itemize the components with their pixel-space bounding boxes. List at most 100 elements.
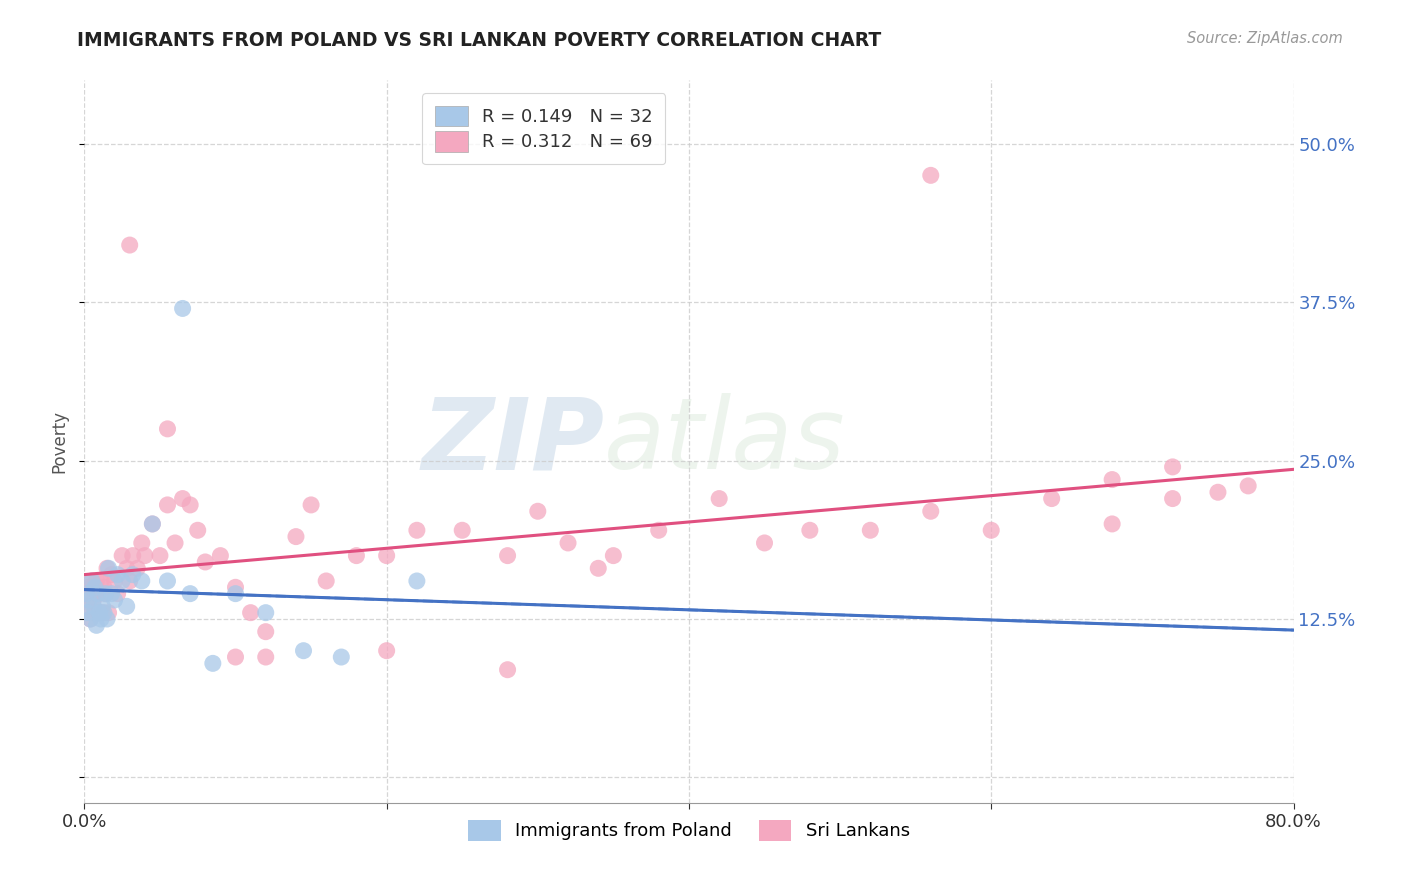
Point bbox=[187, 523, 209, 537]
Point bbox=[79, 612, 101, 626]
Point bbox=[527, 504, 550, 518]
Point bbox=[859, 523, 882, 537]
Point bbox=[91, 599, 114, 614]
Point bbox=[93, 606, 115, 620]
Point bbox=[104, 574, 127, 588]
Point bbox=[90, 574, 112, 588]
Point bbox=[97, 561, 120, 575]
Point bbox=[299, 498, 322, 512]
Point bbox=[179, 587, 201, 601]
Point bbox=[496, 663, 519, 677]
Legend: Immigrants from Poland, Sri Lankans: Immigrants from Poland, Sri Lankans bbox=[461, 813, 917, 848]
Point bbox=[254, 624, 277, 639]
Text: IMMIGRANTS FROM POLAND VS SRI LANKAN POVERTY CORRELATION CHART: IMMIGRANTS FROM POLAND VS SRI LANKAN POV… bbox=[77, 31, 882, 50]
Point bbox=[131, 574, 153, 588]
Point bbox=[94, 587, 117, 601]
Point bbox=[77, 593, 100, 607]
Point bbox=[118, 574, 141, 588]
Point bbox=[80, 574, 103, 588]
Point bbox=[1040, 491, 1063, 506]
Point bbox=[91, 606, 114, 620]
Point bbox=[1101, 516, 1123, 531]
Point bbox=[75, 587, 97, 601]
Point bbox=[406, 523, 429, 537]
Point bbox=[239, 606, 262, 620]
Point bbox=[375, 549, 398, 563]
Point bbox=[648, 523, 671, 537]
Point bbox=[107, 567, 129, 582]
Point bbox=[141, 516, 163, 531]
Point bbox=[82, 593, 104, 607]
Point bbox=[602, 549, 624, 563]
Point bbox=[980, 523, 1002, 537]
Point bbox=[89, 606, 111, 620]
Point bbox=[588, 561, 610, 575]
Point bbox=[1237, 479, 1260, 493]
Point bbox=[118, 238, 141, 252]
Point bbox=[156, 574, 179, 588]
Point bbox=[254, 606, 277, 620]
Point bbox=[149, 549, 172, 563]
Point bbox=[165, 536, 187, 550]
Point bbox=[84, 580, 107, 594]
Point bbox=[111, 549, 134, 563]
Point bbox=[100, 567, 122, 582]
Point bbox=[86, 618, 108, 632]
Point bbox=[82, 599, 104, 614]
Point bbox=[86, 574, 108, 588]
Point bbox=[156, 422, 179, 436]
Point bbox=[96, 561, 118, 575]
Point bbox=[79, 612, 101, 626]
Point bbox=[76, 606, 98, 620]
Point bbox=[315, 574, 337, 588]
Point bbox=[77, 580, 100, 594]
Point bbox=[172, 491, 194, 506]
Point bbox=[557, 536, 579, 550]
Point bbox=[87, 587, 110, 601]
Point bbox=[97, 606, 120, 620]
Point bbox=[209, 549, 232, 563]
Text: ZIP: ZIP bbox=[422, 393, 605, 490]
Point bbox=[225, 587, 247, 601]
Point bbox=[1161, 491, 1184, 506]
Point bbox=[115, 561, 138, 575]
Point bbox=[1101, 473, 1123, 487]
Point bbox=[709, 491, 731, 506]
Point bbox=[107, 587, 129, 601]
Point bbox=[93, 580, 115, 594]
Point bbox=[100, 587, 122, 601]
Point bbox=[131, 536, 153, 550]
Point bbox=[346, 549, 368, 563]
Point bbox=[89, 606, 111, 620]
Point bbox=[80, 574, 103, 588]
Point bbox=[225, 580, 247, 594]
Point bbox=[134, 549, 156, 563]
Point bbox=[375, 643, 398, 657]
Point bbox=[121, 549, 143, 563]
Point bbox=[285, 530, 308, 544]
Text: Source: ZipAtlas.com: Source: ZipAtlas.com bbox=[1187, 31, 1343, 46]
Point bbox=[225, 650, 247, 665]
Point bbox=[121, 567, 143, 582]
Point bbox=[179, 498, 201, 512]
Point bbox=[111, 574, 134, 588]
Point bbox=[799, 523, 821, 537]
Point bbox=[292, 643, 315, 657]
Point bbox=[76, 599, 98, 614]
Point bbox=[115, 599, 138, 614]
Text: atlas: atlas bbox=[605, 393, 846, 490]
Point bbox=[201, 657, 224, 671]
Point bbox=[156, 498, 179, 512]
Point bbox=[451, 523, 474, 537]
Point bbox=[141, 516, 163, 531]
Point bbox=[172, 301, 194, 316]
Point bbox=[330, 650, 353, 665]
Point bbox=[96, 612, 118, 626]
Point bbox=[84, 606, 107, 620]
Point bbox=[920, 169, 942, 183]
Point bbox=[920, 504, 942, 518]
Point bbox=[754, 536, 776, 550]
Point bbox=[254, 650, 277, 665]
Point bbox=[406, 574, 429, 588]
Point bbox=[90, 612, 112, 626]
